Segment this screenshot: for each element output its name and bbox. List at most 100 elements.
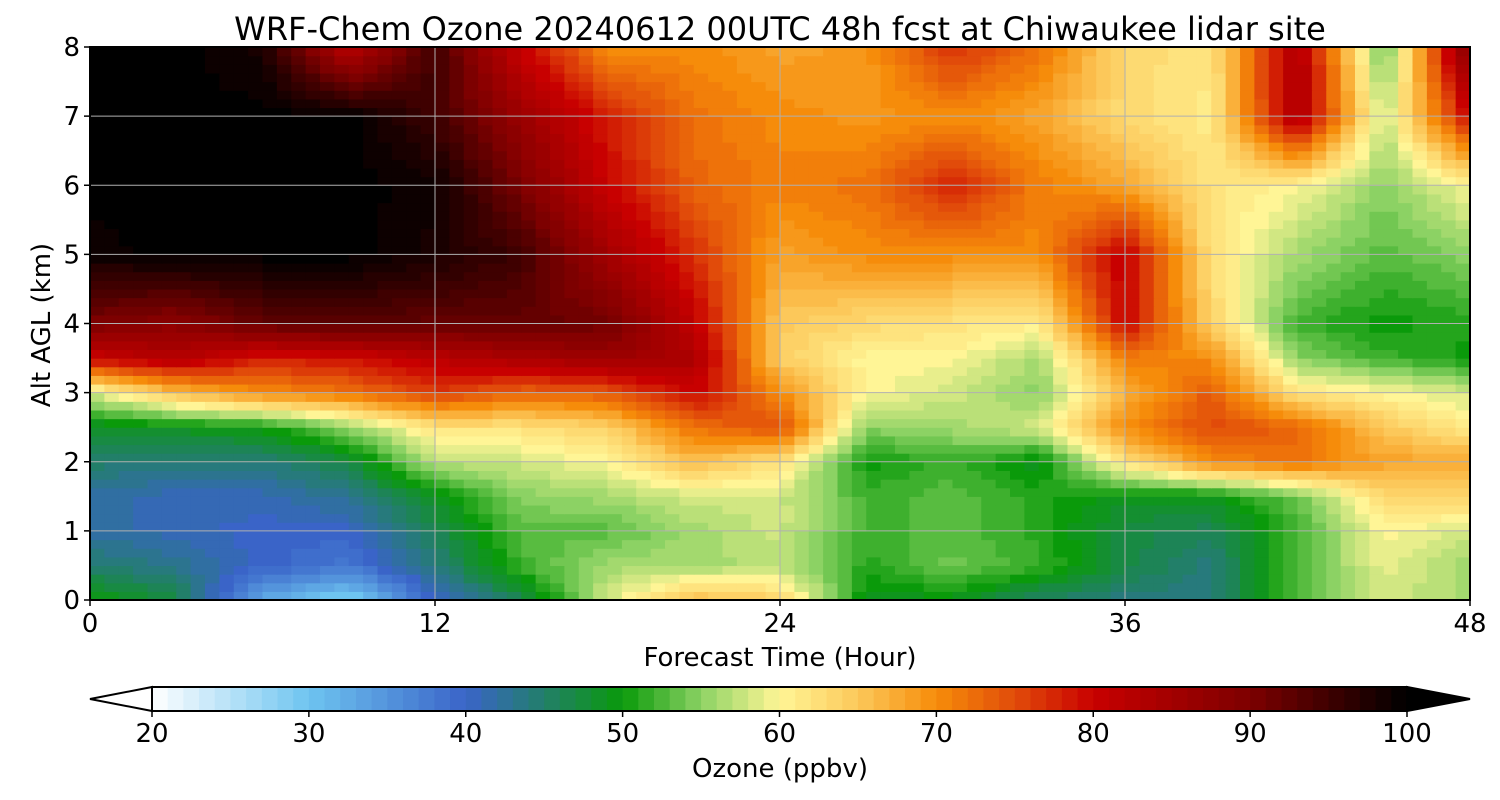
heatmap-cell (1168, 288, 1184, 299)
heatmap-cell (1398, 513, 1414, 523)
heatmap-cell (1383, 513, 1399, 523)
heatmap-cell (1268, 211, 1284, 221)
heatmap-cell (1211, 530, 1227, 541)
heatmap-cell (506, 427, 522, 437)
heatmap-cell (147, 314, 163, 325)
heatmap-cell (1096, 401, 1112, 411)
heatmap-cell (377, 522, 393, 532)
heatmap-cell (1412, 185, 1428, 195)
heatmap-cell (305, 237, 321, 247)
heatmap-cell (909, 427, 925, 437)
heatmap-cell (607, 530, 623, 541)
heatmap-cell (693, 271, 709, 281)
heatmap-cell (1240, 219, 1255, 230)
heatmap-cell (593, 383, 609, 394)
heatmap-cell (1081, 556, 1097, 567)
heatmap-cell (90, 470, 105, 480)
heatmap-cell (1182, 237, 1198, 247)
heatmap-cell (233, 401, 249, 411)
heatmap-cell (1196, 530, 1212, 541)
heatmap-cell (1455, 479, 1471, 489)
heatmap-cell (233, 513, 249, 523)
heatmap-cell (808, 280, 824, 290)
heatmap-cell (650, 185, 666, 195)
heatmap-cell (1240, 565, 1255, 575)
heatmap-cell (866, 254, 882, 264)
heatmap-cell (348, 565, 364, 575)
heatmap-cell (765, 461, 781, 471)
heatmap-cell (133, 288, 149, 299)
heatmap-cell (478, 167, 494, 178)
heatmap-cell (1340, 176, 1356, 186)
heatmap-cell (449, 418, 465, 428)
heatmap-cell (621, 340, 637, 351)
heatmap-cell (449, 332, 465, 342)
heatmap-cell (1455, 383, 1471, 394)
heatmap-cell (90, 271, 105, 281)
heatmap-cell (1297, 297, 1313, 307)
heatmap-cell (650, 288, 666, 299)
heatmap-cell (435, 228, 450, 238)
heatmap-cell (837, 513, 853, 523)
heatmap-cell (521, 383, 537, 394)
heatmap-cell (104, 245, 120, 255)
heatmap-cell (837, 548, 853, 558)
heatmap-cell (1297, 228, 1313, 238)
heatmap-cell (248, 461, 264, 471)
heatmap-cell (765, 383, 781, 394)
heatmap-cell (880, 358, 896, 368)
heatmap-cell (506, 375, 522, 385)
heatmap-cell (1096, 461, 1112, 471)
heatmap-cell (320, 427, 335, 437)
heatmap-cell (506, 159, 522, 169)
heatmap-cell (435, 193, 450, 204)
heatmap-cell (205, 418, 220, 428)
heatmap-cell (219, 418, 235, 428)
heatmap-cell (1426, 228, 1442, 238)
heatmap-cell (291, 202, 307, 212)
heatmap-cell (1053, 314, 1069, 325)
heatmap-cell (1441, 479, 1457, 489)
heatmap-cell (190, 159, 206, 169)
heatmap-cell (866, 263, 882, 273)
heatmap-cell (679, 176, 695, 186)
heatmap-cell (550, 167, 565, 178)
heatmap-cell (435, 539, 450, 549)
heatmap-cell (291, 418, 307, 428)
heatmap-cell (420, 280, 436, 290)
heatmap-cell (794, 435, 810, 446)
heatmap-cell (1383, 254, 1399, 264)
heatmap-cell (650, 245, 666, 255)
heatmap-cell (391, 453, 407, 463)
heatmap-cell (1096, 219, 1112, 230)
heatmap-cell (650, 487, 666, 497)
heatmap-cell (176, 366, 192, 376)
heatmap-cell (593, 245, 609, 255)
heatmap-cell (90, 574, 105, 584)
heatmap-cell (679, 401, 695, 411)
heatmap-cell (90, 513, 105, 523)
heatmap-cell (1067, 323, 1083, 333)
heatmap-cell (449, 254, 465, 264)
heatmap-cell (1096, 185, 1112, 195)
heatmap-cell (1153, 530, 1169, 541)
heatmap-cell (1412, 418, 1428, 428)
heatmap-cell (995, 176, 1011, 186)
heatmap-cell (621, 513, 637, 523)
heatmap-cell (1441, 358, 1457, 368)
heatmap-cell (492, 574, 508, 584)
heatmap-cell (478, 349, 494, 359)
heatmap-cell (1455, 263, 1471, 273)
heatmap-cell (1081, 522, 1097, 532)
heatmap-cell (104, 375, 120, 385)
heatmap-cell (1225, 401, 1241, 411)
heatmap-cell (276, 565, 292, 575)
heatmap-cell (161, 332, 177, 342)
heatmap-cell (334, 306, 350, 316)
heatmap-cell (995, 288, 1011, 299)
heatmap-cell (1110, 314, 1126, 325)
heatmap-cell (1254, 522, 1270, 532)
heatmap-cell (1383, 530, 1399, 541)
heatmap-cell (262, 556, 278, 567)
heatmap-cell (1168, 383, 1184, 394)
